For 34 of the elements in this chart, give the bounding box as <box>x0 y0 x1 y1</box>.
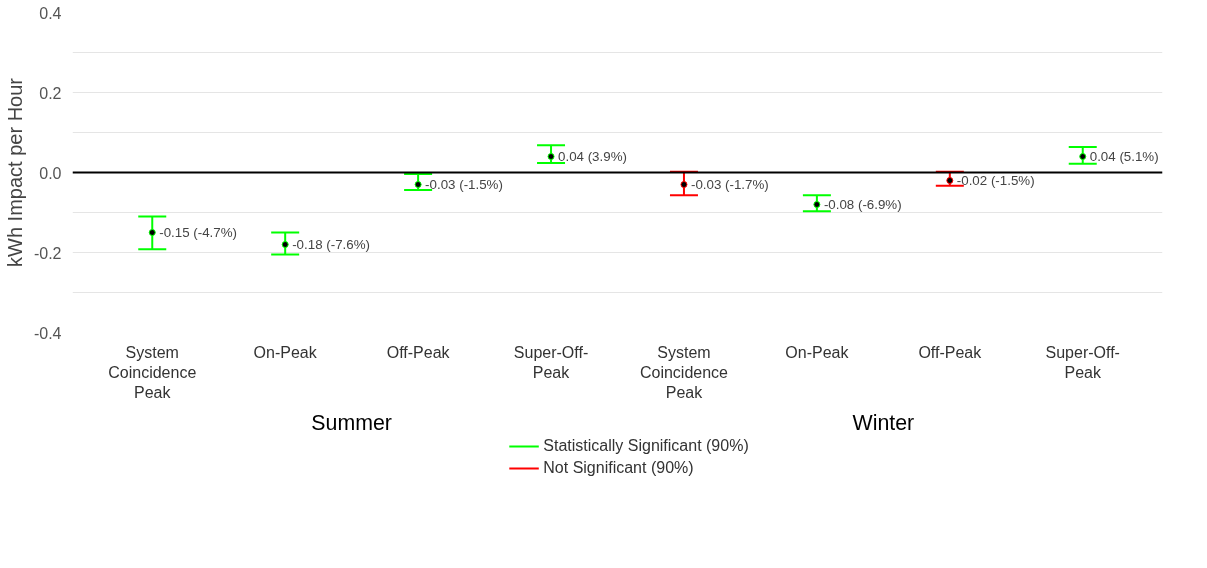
point <box>1079 153 1087 160</box>
point <box>414 181 422 188</box>
data-label: -0.03 (-1.5%) <box>425 176 503 192</box>
data-label: 0.04 (3.9%) <box>558 148 627 164</box>
y-tick-label: -0.4 <box>33 324 62 342</box>
data-label: 0.04 (5.1%) <box>1089 148 1159 164</box>
x-tick-label: System Coincidence Peak <box>108 343 197 402</box>
point <box>281 241 289 248</box>
data-label: -0.15 (-4.7%) <box>159 224 238 240</box>
y-tick-label: -0.2 <box>33 244 62 262</box>
text: Winter <box>852 410 915 435</box>
y-axis-title: kWh Impact per Hour <box>3 77 26 267</box>
x-tick-label: Super-Off-Peak <box>1045 343 1120 381</box>
point <box>680 181 688 188</box>
point <box>813 201 821 208</box>
x-tick-label: Off-Peak <box>918 343 983 361</box>
y-tick-label: 0.4 <box>39 4 62 22</box>
data-label: -0.03 (-1.7%) <box>690 176 769 192</box>
x-tick-label: System Coincidence Peak <box>639 343 729 402</box>
point <box>946 177 954 184</box>
text: Summer <box>311 410 392 435</box>
x-tick-label: On-Peak <box>253 343 318 361</box>
legend-label: Not Significant (90%) <box>543 459 694 477</box>
legend-label: Statistically Significant (90%) <box>543 437 749 455</box>
x-tick-label: Off-Peak <box>386 343 451 361</box>
data-label: -0.18 (-7.6%) <box>292 236 370 252</box>
point <box>148 229 156 236</box>
data-label: -0.08 (-6.9%) <box>823 196 902 212</box>
point <box>547 153 555 160</box>
x-tick-label: On-Peak <box>785 343 850 361</box>
y-tick-label: 0.2 <box>39 84 62 102</box>
data-label: -0.02 (-1.5%) <box>956 172 1035 188</box>
x-tick-label: Super-Off-Peak <box>513 343 589 381</box>
y-tick-label: 0.0 <box>39 164 62 182</box>
